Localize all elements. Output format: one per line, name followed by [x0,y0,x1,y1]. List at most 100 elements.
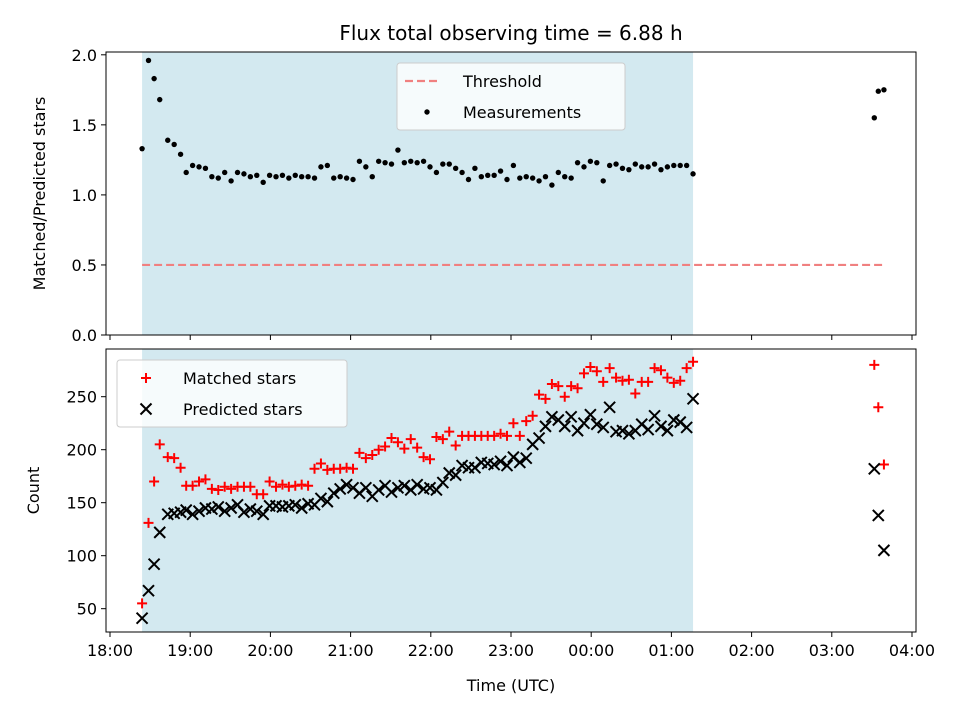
data-point [382,159,388,166]
data-point [648,409,661,422]
data-point [375,158,382,164]
data-point [314,492,328,505]
data-point [585,362,596,373]
data-point [354,447,365,458]
data-point [335,463,346,474]
data-point [289,498,302,512]
data-point [392,437,403,448]
data-point [298,173,305,180]
data-point [877,544,891,557]
data-point [369,173,375,180]
data-point [540,393,551,404]
data-point [234,169,241,176]
data-point [606,162,613,169]
data-point [153,526,166,539]
data-point [395,147,401,153]
data-point [348,463,359,474]
data-point [186,508,199,521]
data-point [318,164,324,170]
data-point [491,172,497,178]
data-point [617,375,628,386]
data-point [427,164,433,170]
data-point [350,176,356,183]
data-point [405,434,416,445]
x-tick-label: 22:00 [408,641,454,660]
data-point [367,449,378,460]
data-point [169,453,180,464]
data-point [290,480,301,491]
data-point [410,478,424,491]
legend: Matched stars Predicted stars [116,359,348,428]
data-point [321,495,334,508]
legend-box [116,359,348,428]
data-point [149,476,160,487]
data-point [273,173,279,180]
data-point [639,164,645,170]
data-point [630,388,641,399]
x-tick-label: 04:00 [889,641,935,660]
data-point [611,372,622,383]
y-tick-label: 50 [77,600,97,619]
data-point [179,503,193,517]
data-point [878,459,889,470]
data-point [668,377,679,388]
data-point [256,508,270,521]
legend-matched-swatch [141,373,151,383]
data-point [581,164,587,170]
y-tick-label: 1.0 [72,186,97,205]
data-point [258,489,269,500]
data-point [532,431,546,445]
data-point [196,164,202,170]
data-point [523,173,529,180]
data-point [564,410,578,424]
data-point [171,141,177,148]
data-point [154,439,165,450]
data-point [868,462,881,475]
data-point [241,171,247,177]
data-point [228,178,234,184]
data-point [662,372,673,383]
data-point [218,504,231,518]
chart-title: Flux total observing time = 6.88 h [339,21,682,45]
y-tick-label: 0.5 [72,256,97,275]
data-point [542,173,549,180]
data-point [333,482,347,496]
data-point [192,504,206,518]
data-point [286,175,292,181]
data-point [408,158,414,164]
data-point [450,440,461,451]
data-point [661,424,674,437]
x-tick-label: 18:00 [87,641,133,660]
data-point [412,442,423,453]
data-point [487,458,501,471]
data-point [213,484,224,495]
data-point [683,162,690,169]
data-point [189,162,196,169]
data-point [449,468,462,482]
data-point [444,426,455,437]
data-point [295,501,308,515]
legend: Threshold Measurements [396,62,626,131]
data-point [645,164,651,170]
data-point [881,87,887,93]
data-point [385,485,398,499]
data-point [436,476,450,489]
data-point [425,454,435,465]
data-point [183,169,189,176]
data-point [245,481,256,492]
data-point [373,444,384,455]
data-point [555,169,562,176]
flux-ratio-panel: 0.0 0.5 1.0 1.5 2.0 Matched/Predicted stars Th… [30,46,917,345]
data-point [495,428,506,439]
data-point [677,162,683,169]
y-tick-label: 100 [66,547,97,566]
data-point [327,486,340,500]
data-point [187,480,198,491]
x-tick-label: 03:00 [809,641,855,660]
data-point [145,57,152,64]
legend-measurements-label: Measurements [463,103,581,122]
data-point [527,410,538,421]
data-point [446,161,452,167]
data-point [501,430,512,441]
